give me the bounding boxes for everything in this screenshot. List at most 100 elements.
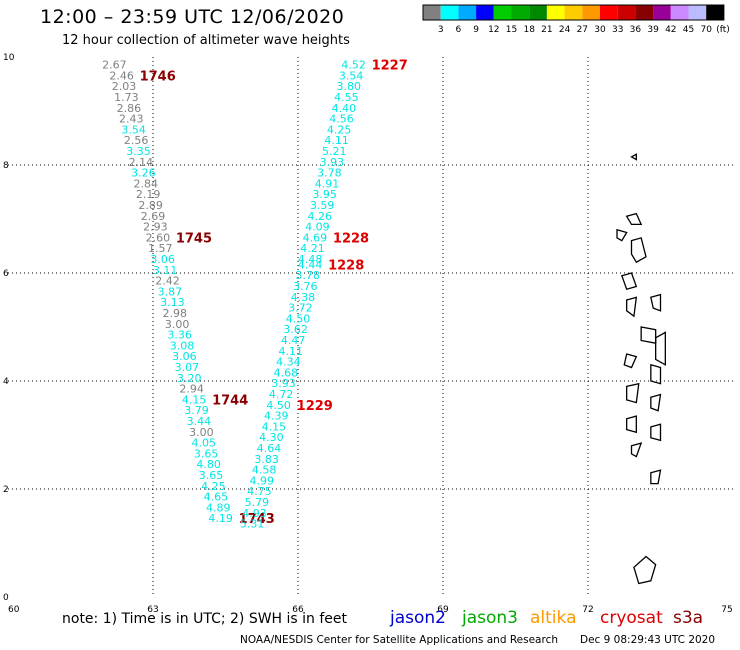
wave-height-label: 3.20: [177, 372, 202, 385]
island-outline: [620, 272, 638, 290]
wave-height-label: 4.21: [300, 242, 325, 255]
wave-height-label: 3.65: [194, 447, 219, 460]
wave-height-label: 3.93: [271, 377, 296, 390]
generated-time: Dec 9 08:29:43 UTC 2020: [580, 634, 716, 646]
colorbar-label: 42: [665, 25, 676, 35]
colorbar-label: 33: [612, 25, 623, 35]
wave-height-label: 3.76: [293, 280, 318, 293]
wave-height-label: 2.14: [129, 156, 154, 169]
wave-height-label: 4.44: [298, 258, 323, 271]
wave-height-label: 3.87: [158, 285, 183, 298]
sat-jason2: jason2: [390, 608, 446, 628]
wave-height-label: 4.52: [341, 59, 366, 72]
pass-time-label: 1228: [328, 258, 364, 273]
island-outline: [655, 331, 666, 366]
colorbar-swatch: [476, 5, 494, 20]
wave-height-label: 2.84: [134, 177, 159, 190]
wave-height-label: 4.09: [305, 221, 330, 234]
wave-height-label: 3.54: [339, 69, 364, 82]
sat-s3a: s3a: [673, 608, 704, 628]
wave-height-label: 4.91: [315, 177, 340, 190]
island-outline: [625, 212, 643, 226]
wave-height-label: 3.78: [317, 167, 342, 180]
y-tick-label: 8: [3, 161, 9, 171]
colorbar-swatch: [582, 5, 600, 20]
y-tick-label: 10: [3, 53, 15, 63]
colorbar-swatch: [423, 5, 441, 20]
wave-height-label: 5.79: [245, 496, 270, 509]
wave-height-label: 4.30: [259, 431, 284, 444]
x-tick-label: 69: [437, 605, 449, 615]
chart-subtitle: 12 hour collection of altimeter wave hei…: [62, 33, 350, 48]
wave-height-label: 2.43: [119, 113, 144, 126]
colorbar-label: 3: [438, 25, 444, 35]
wave-height-label: 4.05: [192, 437, 217, 450]
x-tick-label: 60: [8, 605, 20, 615]
island-outline: [630, 153, 637, 161]
wave-height-label: 2.93: [143, 221, 168, 234]
wave-height-label: 3.00: [189, 426, 214, 439]
axis-labels: 60 63 66 69 72 75 0 2 4 6 8 10: [3, 53, 733, 615]
colorbar-label: 9: [473, 25, 479, 35]
sat-altika: altika: [530, 608, 577, 628]
y-tick-label: 6: [3, 269, 9, 279]
wave-height-label: 4.68: [274, 366, 299, 379]
coastline: [616, 153, 666, 585]
colorbar-swatch: [706, 5, 724, 20]
colorbar-label: 39: [647, 25, 659, 35]
wave-height-label: 3.83: [254, 453, 279, 466]
wave-height-label: 4.58: [252, 464, 277, 477]
color-scale: 3 6 9 12 15 18 21 24 27 30 33 36 39 42 45 70 (ft): [422, 4, 730, 35]
island-outline: [626, 296, 638, 318]
sat-cryosat: cryosat: [600, 608, 663, 628]
wave-height-label: 4.40: [332, 102, 357, 115]
wave-height-label: 4.38: [291, 291, 316, 304]
pass-time-label: 1227: [372, 59, 408, 74]
wave-height-label: 4.48: [298, 253, 323, 266]
island-outline: [630, 237, 647, 264]
y-tick-label: 2: [3, 485, 9, 495]
pass-time-label: 1744: [212, 393, 248, 408]
credit-text: NOAA/NESDIS Center for Satellite Applica…: [240, 634, 558, 646]
wave-height-label: 3.79: [184, 404, 209, 417]
wave-height-label: 4.72: [269, 388, 294, 401]
colorbar-swatch: [440, 5, 459, 20]
colorbar-swatch: [564, 5, 583, 20]
island-outline: [650, 393, 662, 412]
wave-height-label: 3.59: [310, 199, 335, 212]
wave-height-label: 4.34: [276, 356, 301, 369]
pass-time-label: 1229: [297, 399, 333, 414]
wave-height-label: 4.80: [196, 458, 221, 471]
wave-height-label: 3.78: [295, 269, 320, 282]
wave-height-label: 3.93: [320, 156, 345, 169]
island-outline: [616, 228, 628, 242]
colorbar-label: 18: [523, 25, 535, 35]
grid-lines: [8, 57, 733, 597]
wave-height-label: 2.69: [141, 210, 166, 223]
wave-height-label: 4.99: [250, 474, 275, 487]
wave-height-label: 1.73: [114, 91, 139, 104]
colorbar-swatch: [670, 5, 689, 20]
wave-height-label: 4.64: [257, 442, 282, 455]
colorbar-swatch: [458, 5, 477, 20]
wave-height-label: 3.13: [160, 296, 185, 309]
colorbar-label: 24: [559, 25, 571, 35]
colorbar-label: 12: [488, 25, 499, 35]
wave-height-label: 3.54: [121, 123, 146, 136]
wave-height-label: 3.07: [175, 361, 200, 374]
wave-height-label: 4.11: [324, 134, 349, 147]
colorbar-swatch: [653, 5, 671, 20]
wave-height-label: 3.06: [172, 350, 197, 363]
wave-height-label: 3.08: [170, 339, 195, 352]
wave-height-label: 2.46: [109, 69, 134, 82]
wave-height-label: 1.57: [148, 242, 173, 255]
colorbar-swatch: [546, 5, 565, 20]
island-outline: [640, 326, 657, 344]
wave-height-label: 3.65: [199, 469, 224, 482]
wave-height-label: 4.26: [308, 210, 333, 223]
wave-height-label: 4.15: [262, 420, 287, 433]
wave-height-label: 4.19: [208, 512, 233, 525]
island-outline: [650, 363, 662, 385]
wave-height-label: 5.31: [240, 518, 265, 531]
